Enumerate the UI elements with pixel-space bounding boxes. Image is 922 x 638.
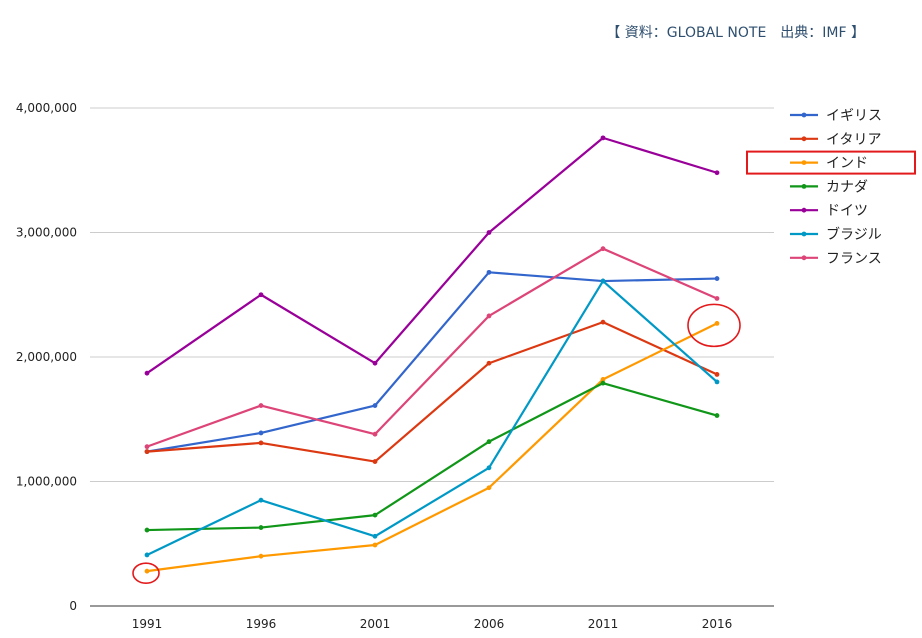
grid: [90, 107, 774, 607]
data-point[interactable]: [600, 135, 606, 141]
data-point[interactable]: [258, 292, 264, 298]
data-point[interactable]: [600, 377, 606, 382]
series-line[interactable]: [146, 382, 718, 532]
legend-label: カナダ: [826, 179, 868, 195]
highlight-circle: [687, 303, 741, 348]
series-3[interactable]: [144, 320, 720, 574]
data-point[interactable]: [600, 278, 606, 284]
data-point[interactable]: [372, 431, 378, 437]
x-tick-label: 2001: [360, 617, 391, 631]
data-point[interactable]: [372, 360, 378, 366]
legend-item[interactable]: ブラジル: [790, 226, 882, 243]
legend-label: ブラジル: [826, 226, 882, 243]
series-line[interactable]: [146, 136, 718, 375]
data-point[interactable]: [372, 512, 378, 518]
data-point[interactable]: [714, 372, 720, 377]
legend-marker: [801, 136, 807, 142]
data-point[interactable]: [372, 542, 378, 548]
data-point[interactable]: [486, 485, 492, 491]
series-line[interactable]: [146, 321, 718, 463]
series-line[interactable]: [146, 271, 718, 453]
data-point[interactable]: [372, 533, 378, 539]
x-tick-label: 2011: [588, 617, 619, 631]
y-tick-label: 0: [69, 599, 77, 613]
legend-marker: [801, 207, 807, 213]
data-point[interactable]: [714, 170, 720, 176]
data-point[interactable]: [144, 370, 150, 376]
data-point[interactable]: [486, 230, 492, 235]
data-point[interactable]: [144, 444, 150, 450]
data-point[interactable]: [486, 465, 492, 471]
legend-highlight-box: [746, 150, 916, 175]
series-2[interactable]: [144, 319, 720, 464]
data-point[interactable]: [144, 568, 150, 574]
data-point[interactable]: [486, 269, 492, 275]
y-tick-label: 1,000,000: [16, 475, 77, 489]
series-7[interactable]: [144, 246, 720, 450]
legend-marker: [801, 255, 807, 261]
data-point[interactable]: [372, 403, 378, 408]
legend-marker: [801, 231, 807, 237]
legend-item[interactable]: ドイツ: [790, 203, 868, 219]
data-point[interactable]: [600, 380, 606, 386]
data-point[interactable]: [486, 313, 492, 319]
legend-item[interactable]: イギリス: [790, 108, 882, 124]
data-point[interactable]: [486, 439, 492, 445]
series-lines: [144, 135, 720, 574]
series-4[interactable]: [144, 380, 720, 533]
legend-marker: [801, 160, 807, 166]
data-point[interactable]: [372, 459, 378, 464]
data-point[interactable]: [258, 403, 264, 408]
data-point[interactable]: [714, 296, 720, 301]
data-point[interactable]: [486, 360, 492, 366]
series-line[interactable]: [146, 279, 718, 556]
legend-item[interactable]: カナダ: [790, 179, 868, 195]
data-point[interactable]: [714, 379, 720, 385]
legend-item[interactable]: インド: [746, 150, 916, 175]
data-point[interactable]: [258, 430, 264, 436]
series-line[interactable]: [146, 322, 718, 573]
highlight-circle: [132, 562, 160, 584]
legend-label: イタリア: [826, 132, 881, 148]
legend-marker: [801, 112, 807, 118]
axis-labels: 0 1,000,000 2,000,000 3,000,000 4,000,000 199…: [16, 101, 732, 631]
data-point[interactable]: [258, 525, 264, 530]
legend-label: イギリス: [826, 108, 882, 124]
data-point[interactable]: [258, 497, 264, 503]
y-tick-label: 2,000,000: [16, 350, 77, 364]
data-point[interactable]: [144, 552, 150, 558]
legend-item[interactable]: フランス: [790, 251, 882, 267]
data-point[interactable]: [714, 413, 720, 418]
series-6[interactable]: [144, 278, 720, 558]
annotations: [132, 303, 741, 584]
data-point[interactable]: [714, 320, 720, 326]
legend-label: ドイツ: [826, 203, 868, 219]
series-line[interactable]: [146, 247, 718, 448]
data-point[interactable]: [258, 553, 264, 559]
data-point[interactable]: [144, 449, 150, 455]
data-point[interactable]: [144, 527, 150, 533]
x-tick-label: 2016: [702, 617, 733, 631]
y-tick-label: 3,000,000: [16, 226, 77, 240]
series-5[interactable]: [144, 135, 720, 376]
x-tick-label: 1991: [132, 617, 163, 631]
x-tick-label: 2006: [474, 617, 505, 631]
source-note: 【 資料：GLOBAL NOTE 出典：IMF 】: [606, 25, 865, 41]
legend-marker: [801, 184, 807, 189]
legend-item[interactable]: イタリア: [790, 132, 881, 148]
y-tick-label: 4,000,000: [16, 101, 77, 115]
data-point[interactable]: [600, 319, 606, 325]
legend-label: インド: [826, 156, 868, 172]
legend-label: フランス: [826, 251, 882, 267]
data-point[interactable]: [600, 246, 606, 252]
data-point[interactable]: [258, 440, 264, 446]
x-tick-label: 1996: [246, 617, 277, 631]
data-point[interactable]: [714, 276, 720, 281]
